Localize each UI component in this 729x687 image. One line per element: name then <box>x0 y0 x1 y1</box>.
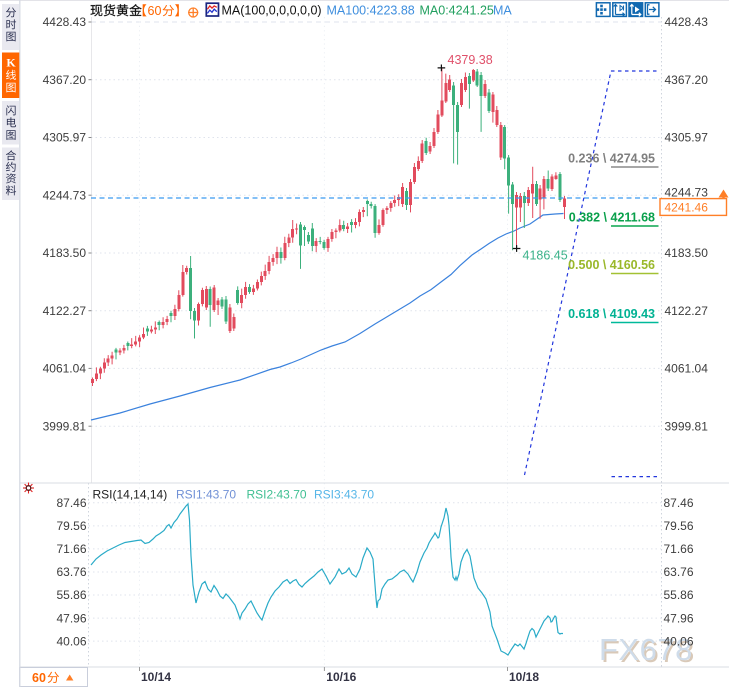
svg-text:3999.81: 3999.81 <box>43 419 87 433</box>
svg-text:4367.20: 4367.20 <box>665 73 709 87</box>
svg-text:10/16: 10/16 <box>326 670 356 684</box>
svg-text:10/18: 10/18 <box>509 670 539 684</box>
svg-text:40.06: 40.06 <box>664 634 694 648</box>
svg-text:0.500 \ 4160.56: 0.500 \ 4160.56 <box>568 258 655 272</box>
svg-text:RSI2:43.70: RSI2:43.70 <box>247 487 307 501</box>
svg-text:47.96: 47.96 <box>56 611 86 625</box>
svg-text:55.86: 55.86 <box>56 588 86 602</box>
svg-text:0.236 \ 4274.95: 0.236 \ 4274.95 <box>568 152 655 166</box>
svg-text:0.618 \ 4109.43: 0.618 \ 4109.43 <box>568 307 655 321</box>
svg-text:4241.46: 4241.46 <box>665 201 709 215</box>
svg-text:4367.20: 4367.20 <box>43 73 87 87</box>
svg-text:RSI1:43.70: RSI1:43.70 <box>176 487 236 501</box>
svg-text:4305.97: 4305.97 <box>665 131 709 145</box>
svg-text:87.46: 87.46 <box>664 496 694 510</box>
svg-text:40.06: 40.06 <box>56 634 86 648</box>
svg-text:4186.45: 4186.45 <box>523 249 568 263</box>
svg-text:RSI3:43.70: RSI3:43.70 <box>314 487 374 501</box>
svg-text:87.46: 87.46 <box>56 496 86 510</box>
svg-text:4428.43: 4428.43 <box>43 15 87 29</box>
svg-text:79.56: 79.56 <box>56 519 86 533</box>
svg-text:MA0:4241.25: MA0:4241.25 <box>420 4 494 18</box>
svg-text:MA(100,0,0,0,0,0): MA(100,0,0,0,0,0) <box>222 4 322 18</box>
svg-text:10/14: 10/14 <box>141 670 171 684</box>
svg-text:71.66: 71.66 <box>664 542 694 556</box>
svg-text:60: 60 <box>148 4 162 18</box>
svg-text:MA: MA <box>493 4 512 18</box>
svg-text:63.76: 63.76 <box>56 565 86 579</box>
svg-text:79.56: 79.56 <box>664 519 694 533</box>
svg-text:47.96: 47.96 <box>664 611 694 625</box>
svg-text:4379.38: 4379.38 <box>448 53 493 67</box>
svg-text:71.66: 71.66 <box>56 542 86 556</box>
svg-text:FX678: FX678 <box>599 632 693 667</box>
svg-text:K: K <box>6 56 16 70</box>
svg-text:4305.97: 4305.97 <box>43 131 87 145</box>
svg-text:0.382 \ 4211.68: 0.382 \ 4211.68 <box>569 211 655 225</box>
svg-text:55.86: 55.86 <box>664 588 694 602</box>
svg-text:4244.73: 4244.73 <box>43 188 87 202</box>
svg-text:4183.50: 4183.50 <box>43 246 87 260</box>
svg-text:MA100:4223.88: MA100:4223.88 <box>327 4 415 18</box>
svg-text:4122.27: 4122.27 <box>43 304 87 318</box>
svg-text:4244.73: 4244.73 <box>665 186 709 200</box>
svg-text:4183.50: 4183.50 <box>665 246 709 260</box>
svg-text:4122.27: 4122.27 <box>665 304 709 318</box>
svg-text:RSI(14,14,14): RSI(14,14,14) <box>93 487 168 501</box>
svg-text:60: 60 <box>32 671 46 685</box>
svg-text:63.76: 63.76 <box>664 565 694 579</box>
svg-text:3999.81: 3999.81 <box>665 419 709 433</box>
svg-text:4061.04: 4061.04 <box>665 362 709 376</box>
svg-text:4428.43: 4428.43 <box>665 15 709 29</box>
svg-text:4061.04: 4061.04 <box>43 362 87 376</box>
svg-text:FX678: FX678 <box>601 634 695 669</box>
